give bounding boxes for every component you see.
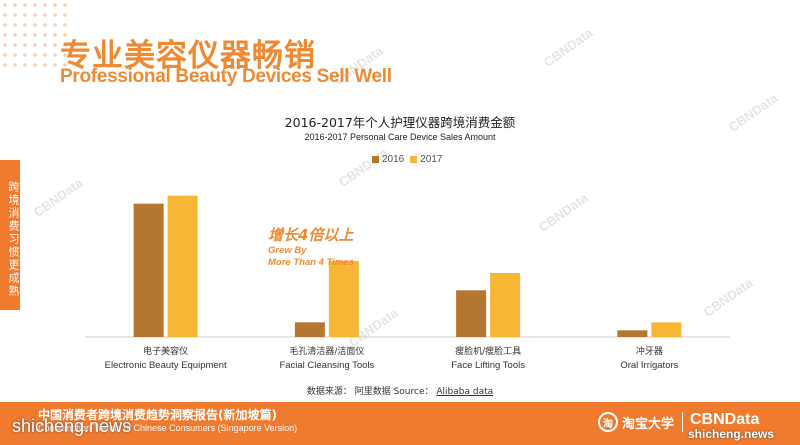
bar-2016-4 (617, 330, 648, 337)
source-link[interactable]: Alibaba data (436, 387, 494, 397)
category-label-en: Oral Irrigators (620, 360, 678, 371)
bar-2016-3 (456, 290, 487, 337)
bar-2017-1 (167, 195, 198, 337)
category-label-cn: 冲牙器 (636, 345, 663, 357)
bar-2016-1 (133, 203, 164, 337)
footer-bar (0, 402, 800, 445)
growth-annotation-en-line2: More Than 4 Times (268, 257, 354, 268)
taobao-logo-icon: 淘 (598, 412, 618, 432)
footer-report-title: 中国消费者跨境消费趋势洞察报告(新加坡篇) (38, 408, 277, 422)
category-label-cn: 毛孔清洁器/洁面仪 (289, 345, 364, 357)
footer-report-subtitle: Consumption Trends of Chinese Consumers … (38, 423, 298, 433)
category-label-cn: 瘦脸机/瘦脸工具 (455, 345, 521, 357)
legend-label-2016: 2016 (382, 154, 405, 165)
growth-annotation-en-line1: Grew By (268, 245, 307, 256)
corner-dot-pattern (0, 0, 70, 70)
page-title: 专业美容仪器畅销 (60, 38, 316, 74)
category-label-en: Electronic Beauty Equipment (105, 360, 227, 371)
side-section-tab: 跨境消费习惯更成熟 (0, 160, 20, 310)
growth-annotation: 增长4倍以上 Grew By More Than 4 Times (268, 224, 354, 269)
legend-label-2017: 2017 (420, 154, 443, 165)
bar-2017-2 (328, 261, 359, 337)
legend-swatch-2017 (410, 156, 418, 163)
category-label-en: Facial Cleansing Tools (279, 360, 374, 371)
data-source: 数据来源： 阿里数据 Source： Alibaba data (0, 384, 800, 397)
legend-item-2017: 2017 (410, 154, 443, 165)
legend-item-2016: 2016 (372, 154, 404, 165)
chart-legend: 2016 2017 (372, 154, 443, 165)
taobao-university-logo: 淘 淘宝大学 (598, 412, 674, 432)
footer-divider (682, 412, 683, 432)
bar-2017-4 (651, 322, 682, 337)
page-subtitle: Professional Beauty Devices Sell Well (60, 66, 392, 87)
chart-title: 2016-2017年个人护理仪器跨境消费金额 (284, 115, 516, 130)
bar-2017-3 (490, 273, 521, 337)
bar-2016-2 (294, 322, 325, 337)
chart-subtitle: 2016-2017 Personal Care Device Sales Amo… (304, 132, 496, 142)
legend-swatch-2016 (372, 156, 379, 163)
growth-annotation-cn: 增长4倍以上 (268, 226, 354, 244)
watermark-shicheng-right: shicheng.news (688, 427, 775, 441)
category-label-cn: 电子美容仪 (143, 345, 188, 357)
watermark-shicheng-left: shicheng.news (12, 416, 132, 436)
taobao-logo-text: 淘宝大学 (622, 416, 675, 432)
cbndata-logo: CBNData (690, 411, 760, 428)
category-label-en: Face Lifting Tools (451, 360, 525, 371)
source-prefix: 数据来源： 阿里数据 Source： (306, 387, 434, 397)
